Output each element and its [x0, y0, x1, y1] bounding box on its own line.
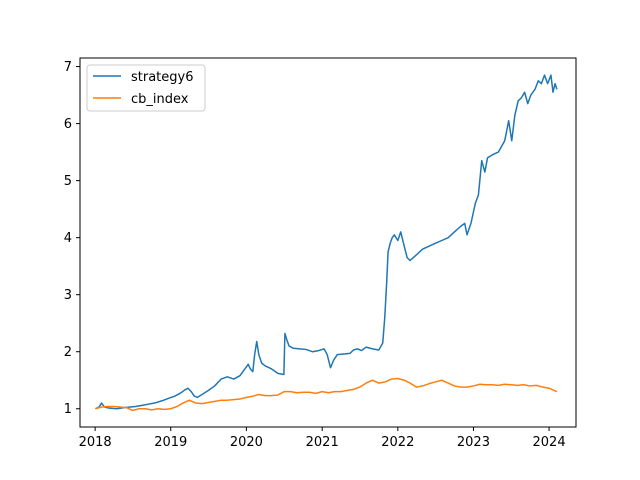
x-tick-label: 2022: [381, 435, 414, 450]
legend: strategy6 cb_index: [86, 64, 206, 112]
y-tick-label: 3: [64, 288, 72, 303]
y-tick-label: 5: [64, 174, 72, 189]
x-axis: 2018 2019 2020 2021 2022 2023 2024: [79, 427, 566, 450]
y-tick-label: 1: [64, 402, 72, 417]
x-tick-label: 2024: [533, 435, 566, 450]
series-line-strategy6: [95, 74, 558, 410]
y-tick-label: 6: [64, 117, 72, 132]
series-layer: [95, 74, 558, 412]
x-tick-label: 2020: [230, 435, 263, 450]
y-axis: 1 2 3 4 5 6 7: [64, 60, 80, 417]
x-tick-label: 2021: [306, 435, 339, 450]
x-tick-label: 2023: [457, 435, 490, 450]
y-tick-label: 2: [64, 345, 72, 360]
y-tick-label: 7: [64, 60, 72, 75]
plot-frame: [79, 57, 577, 428]
series-line-cb-index: [95, 377, 558, 412]
legend-label-strategy6: strategy6: [131, 70, 194, 85]
y-tick-label: 4: [64, 231, 72, 246]
x-tick-label: 2018: [79, 435, 112, 450]
x-tick-label: 2019: [154, 435, 187, 450]
legend-label-cb-index: cb_index: [131, 92, 189, 107]
